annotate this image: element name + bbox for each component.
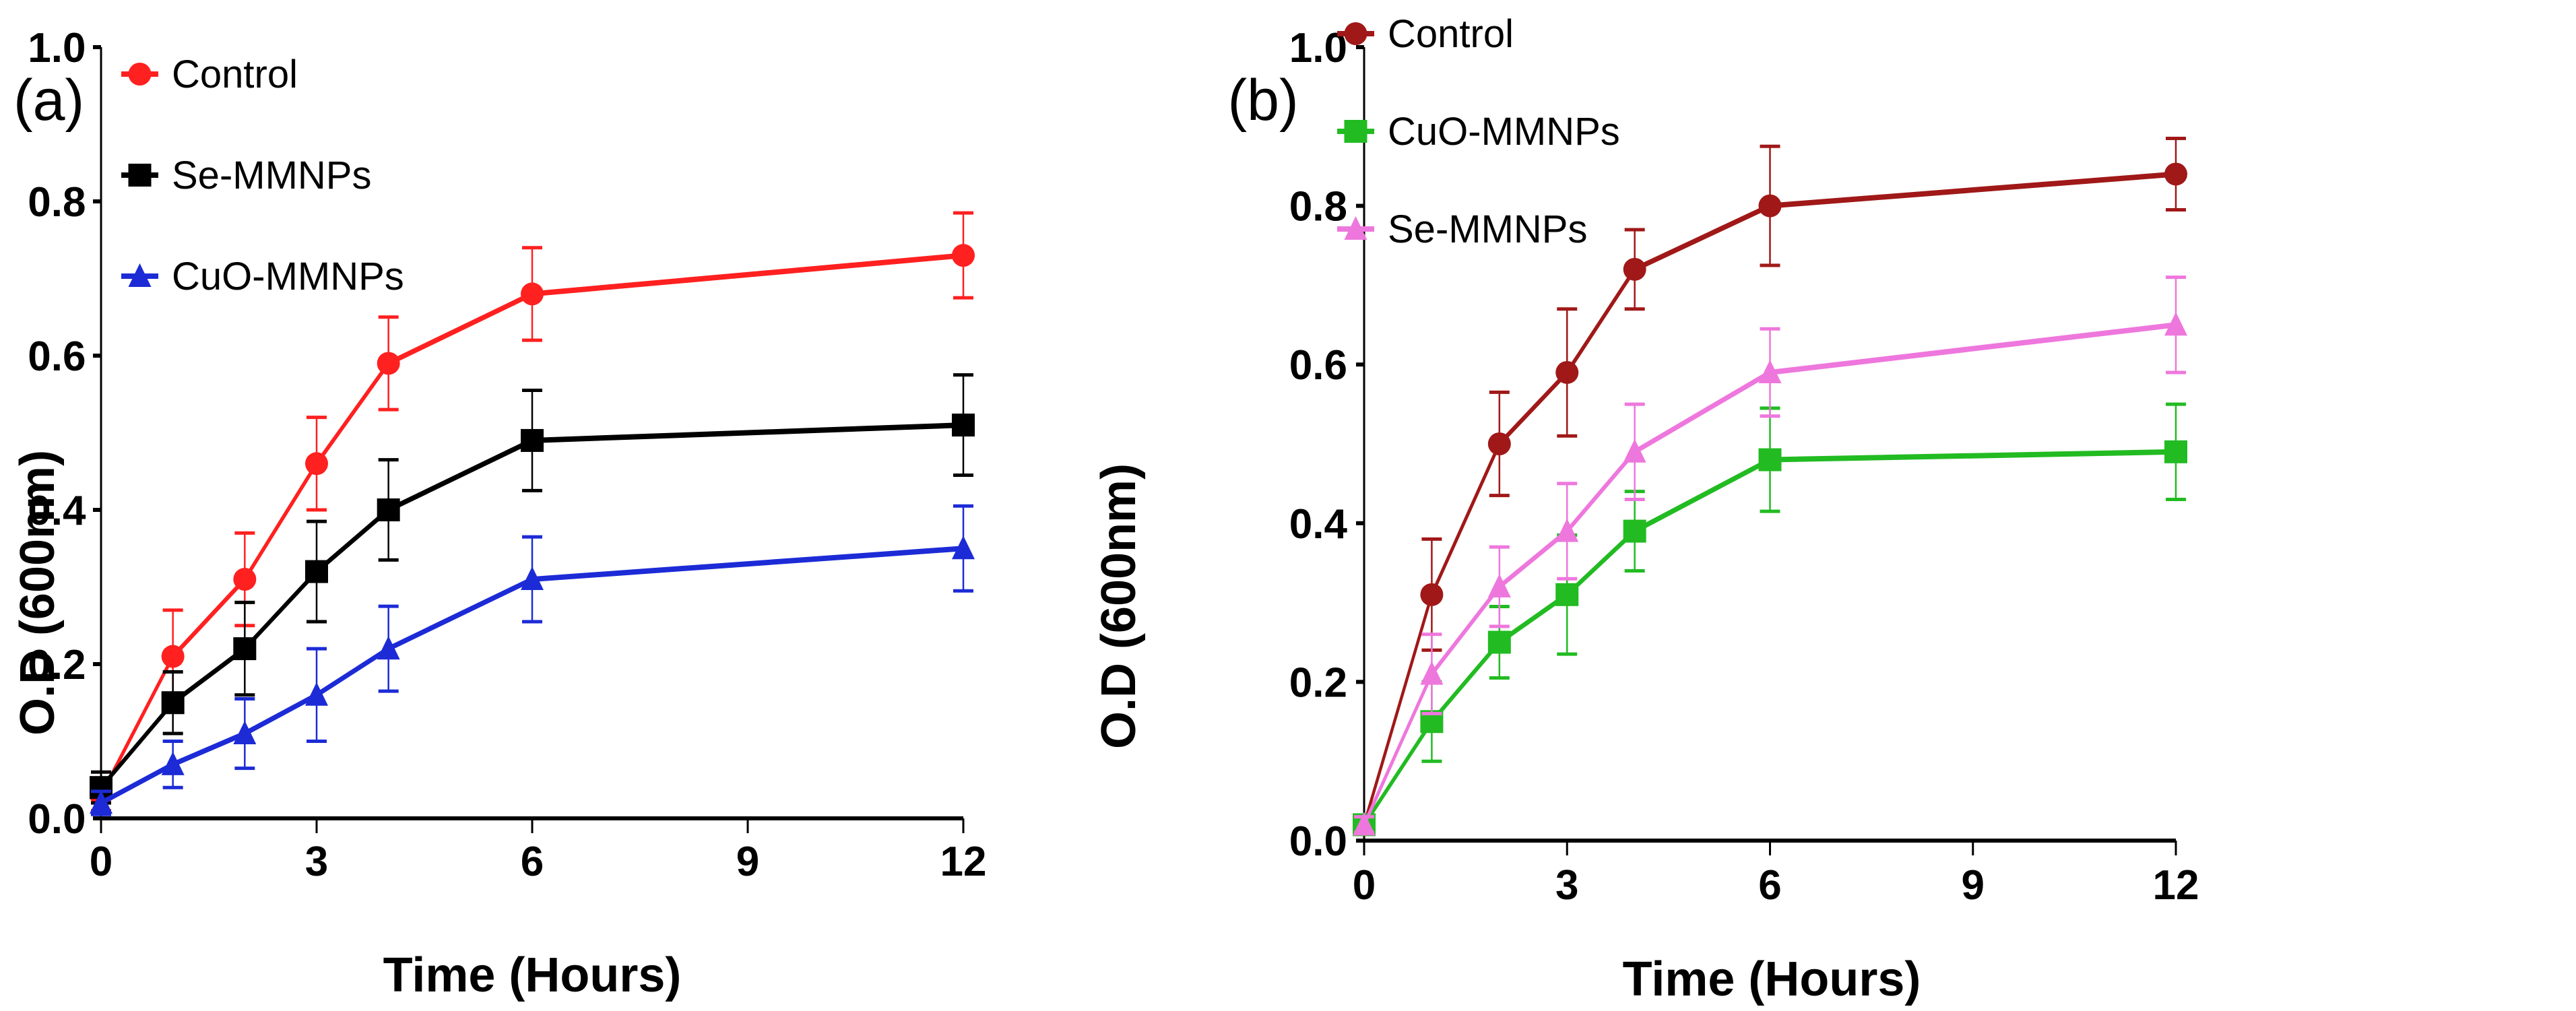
panel-a-series bbox=[90, 211, 975, 816]
panel-b-series-se-mmnps-point bbox=[1623, 438, 1646, 463]
panel-a-x-axis-title: Time (Hours) bbox=[383, 948, 682, 1002]
panel-a-series-cuo-mmnps-point bbox=[305, 682, 328, 706]
panel-a-series-se-mmnps bbox=[90, 373, 975, 805]
panel-a-y-tick-label: 0.8 bbox=[28, 179, 86, 226]
panel-b-legend-marker bbox=[1344, 120, 1367, 143]
panel-b-series-se-mmnps-point bbox=[2164, 312, 2187, 336]
panel-a-series-cuo-mmnps-point bbox=[90, 790, 112, 814]
panel-b-y-tick-label: 0.4 bbox=[1289, 501, 1348, 548]
panel-a-legend-item: Se-MMNPs bbox=[121, 154, 371, 197]
panel-b-series bbox=[1353, 136, 2187, 837]
panel-a-series-cuo-mmnps-point bbox=[377, 636, 400, 660]
panel-b-series-se-mmnps-point bbox=[1353, 812, 1376, 836]
panel-b-legend-label: Control bbox=[1388, 12, 1514, 56]
panel-a-x-tick-label: 0 bbox=[90, 839, 112, 885]
panel-b-series-control-point bbox=[1758, 194, 1782, 218]
panel-b-y-tick-label: 0.2 bbox=[1289, 659, 1347, 706]
panel-b-series-cuo-mmnps-point bbox=[2164, 440, 2187, 463]
panel-a-series-control-point bbox=[952, 244, 975, 267]
panel-b-legend-item: Control bbox=[1337, 12, 1514, 56]
panel-a-series-control-point bbox=[377, 352, 400, 375]
panel-a-legend-marker bbox=[128, 263, 152, 287]
panel-a-series-control bbox=[90, 211, 975, 813]
panel-b-y-tick-label: 0.8 bbox=[1289, 184, 1347, 230]
panel-b-x-tick-label: 0 bbox=[1353, 862, 1376, 909]
panel-b-series-cuo-mmnps-point bbox=[1555, 583, 1579, 606]
panel-b-legend-label: CuO-MMNPs bbox=[1388, 110, 1620, 154]
panel-a-series-se-mmnps-point bbox=[233, 637, 257, 661]
panel-a-y-tick-label: 0.6 bbox=[28, 333, 86, 380]
panel-a-series-control-point bbox=[305, 452, 328, 476]
panel-b-x-tick-label: 6 bbox=[1758, 862, 1781, 909]
panel-a-legend: Control Se-MMNPs CuO-MMNPs bbox=[121, 53, 404, 298]
panel-a-x-tick-label: 9 bbox=[736, 839, 759, 885]
panel-b-series-control-point bbox=[1623, 257, 1646, 281]
panel-a-series-se-mmnps-point bbox=[305, 560, 328, 583]
panel-a-series-cuo-mmnps-point bbox=[161, 751, 185, 775]
panel-b-series-cuo-mmnps-point bbox=[1487, 630, 1511, 654]
panel-a-legend-marker bbox=[128, 164, 152, 187]
panel-a-series-control-point bbox=[161, 645, 185, 668]
panel-b-series-se-mmnps-point bbox=[1758, 359, 1782, 383]
panel-b-series-control-point bbox=[2164, 162, 2187, 186]
panel-a-series-se-mmnps-point bbox=[952, 414, 975, 437]
panel-b-y-tick-label: 0.6 bbox=[1289, 342, 1347, 389]
panel-b-legend-label: Se-MMNPs bbox=[1388, 207, 1587, 251]
panel-b-y-axis-title: O.D (600nm) bbox=[1092, 463, 1146, 749]
panel-a-y-tick-label: 0.0 bbox=[28, 796, 86, 843]
panel-a-series-cuo-mmnps-point bbox=[233, 721, 257, 745]
panel-a-legend-label: CuO-MMNPs bbox=[172, 255, 404, 298]
panel-b-series-cuo-mmnps bbox=[1353, 402, 2187, 837]
panel-b-series-control-point bbox=[1555, 360, 1579, 384]
panel-a-axes: 0.0 0.2 0.4 0.6 0.8 1.0 0 3 6 9 12 bbox=[28, 25, 986, 885]
panel-b-plot: 0.00.20.40.60.81.00 3 6 9 12 ControlCuO-MMNP… bbox=[1289, 12, 2199, 909]
panel-a-x-tick-label: 6 bbox=[521, 839, 544, 885]
panel-b-legend: Control CuO-MMNPs Se-MMNPs bbox=[1337, 12, 1620, 251]
panel-b-series-cuo-mmnps-point bbox=[1623, 519, 1646, 543]
panel-a-x-tick-label: 3 bbox=[305, 839, 328, 885]
panel-a-y-tick-label: 0.2 bbox=[28, 642, 86, 688]
panel-a-series-se-mmnps-point bbox=[161, 691, 185, 715]
panel-a-series-se-mmnps-point bbox=[377, 498, 400, 521]
panel-b-axes: 0.00.20.40.60.81.00 3 6 9 12 bbox=[1289, 25, 2199, 909]
panel-a-series-control-point bbox=[233, 568, 257, 591]
panel-b-series-se-mmnps bbox=[1353, 275, 2187, 836]
panel-a-series-se-mmnps-point bbox=[521, 428, 544, 452]
panel-a-x-tick-label: 12 bbox=[940, 839, 987, 885]
panel-a-y-axis-title: O.D (600nm) bbox=[11, 450, 65, 736]
panel-b-legend-marker bbox=[1344, 216, 1367, 240]
panel-a: (a) 0.0 0.2 0.4 0.6 0.8 1.0 0 3 6 9 12 Control Se-M… bbox=[11, 25, 986, 1002]
panel-b-legend-item: CuO-MMNPs bbox=[1337, 110, 1620, 154]
panel-b-series-control-point bbox=[1487, 432, 1511, 455]
panel-b-series-se-mmnps-point bbox=[1555, 518, 1579, 542]
panel-b-series-se-mmnps-point bbox=[1420, 661, 1444, 685]
panel-a-series-control-point bbox=[521, 282, 544, 306]
panel-b-series-cuo-mmnps-point bbox=[1758, 448, 1782, 471]
panel-b-x-tick-label: 3 bbox=[1555, 862, 1578, 909]
panel-a-legend-marker bbox=[128, 63, 152, 86]
panel-a-legend-label: Se-MMNPs bbox=[172, 154, 371, 197]
panel-b-y-tick-label: 0.0 bbox=[1289, 818, 1347, 865]
panel-a-legend-item: Control bbox=[121, 53, 298, 96]
panel-a-legend-label: Control bbox=[172, 53, 298, 96]
panel-a-y-tick-label: 1.0 bbox=[28, 25, 86, 71]
panel-a-y-tick-label: 0.4 bbox=[28, 488, 86, 534]
panel-a-series-cuo-mmnps bbox=[90, 504, 975, 816]
panel-b-series-se-mmnps-point bbox=[1487, 574, 1511, 598]
panel-b-x-tick-label: 9 bbox=[1962, 862, 1985, 909]
panel-a-legend-item: CuO-MMNPs bbox=[121, 255, 404, 298]
panel-b-x-axis-title: Time (Hours) bbox=[1623, 952, 1921, 1006]
panel-b: (b) 0.00.20.40.60.81.00 3 6 9 12 ControlCuO-… bbox=[1092, 12, 2199, 1006]
panel-a-plot: 0.0 0.2 0.4 0.6 0.8 1.0 0 3 6 9 12 Control Se-MMNPs… bbox=[28, 25, 986, 885]
panel-b-label: (b) bbox=[1228, 68, 1299, 133]
panel-a-series-cuo-mmnps-point bbox=[521, 566, 544, 591]
panel-a-label: (a) bbox=[13, 68, 84, 133]
panel-a-series-cuo-mmnps-point bbox=[952, 535, 975, 560]
panel-b-x-tick-label: 12 bbox=[2153, 862, 2199, 909]
panel-b-series-control-point bbox=[1420, 583, 1444, 606]
panel-b-legend-item: Se-MMNPs bbox=[1337, 207, 1587, 251]
panel-b-legend-marker bbox=[1344, 22, 1367, 45]
